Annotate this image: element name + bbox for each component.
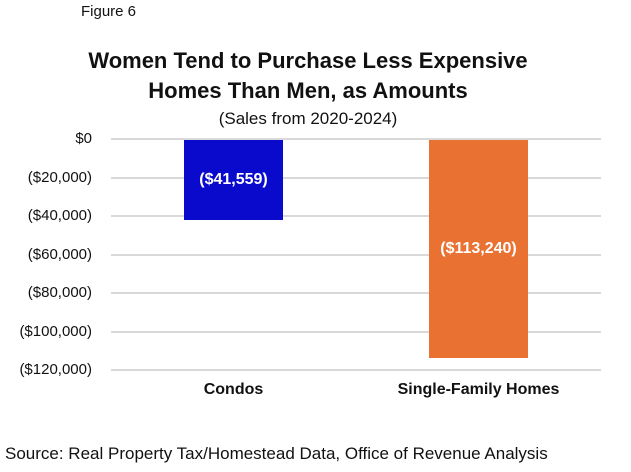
bar-value-label: ($41,559) [199,171,268,188]
bar-value-label: ($113,240) [440,239,517,257]
chart-subtitle: (Sales from 2020-2024) [218,109,398,128]
y-axis-tick-label: ($20,000) [27,168,92,186]
gridline [111,138,601,140]
gridline [111,330,601,333]
y-axis-tick-label: ($100,000) [19,322,92,340]
bar-condos: ($41,559) [184,140,283,220]
bar-single-family-homes: ($113,240) [429,140,528,358]
gridline [111,369,601,371]
gridline [111,176,601,179]
y-axis-tick-label: $0 [75,130,92,147]
chart-title-line-1: Women Tend to Purchase Less Expensive [88,48,528,73]
figure-number-label: Figure 6 [81,3,137,20]
y-axis-tick-label: ($40,000) [27,207,92,224]
y-axis-tick-label: ($80,000) [27,284,92,301]
source-attribution: Source: Real Property Tax/Homestead Data… [5,444,548,463]
y-axis-tick-label: ($120,000) [19,361,92,378]
x-axis-category-label: Single-Family Homes [397,381,560,398]
x-axis-category-label: Condos [203,381,264,398]
chart-title-line-2: Homes Than Men, as Amounts [148,78,468,103]
gridline [111,292,601,294]
gridline [111,215,601,217]
gridline [111,253,601,256]
chart-title-block: Women Tend to Purchase Less Expensive Ho… [0,46,616,130]
y-axis-tick-label: ($60,000) [27,245,92,263]
